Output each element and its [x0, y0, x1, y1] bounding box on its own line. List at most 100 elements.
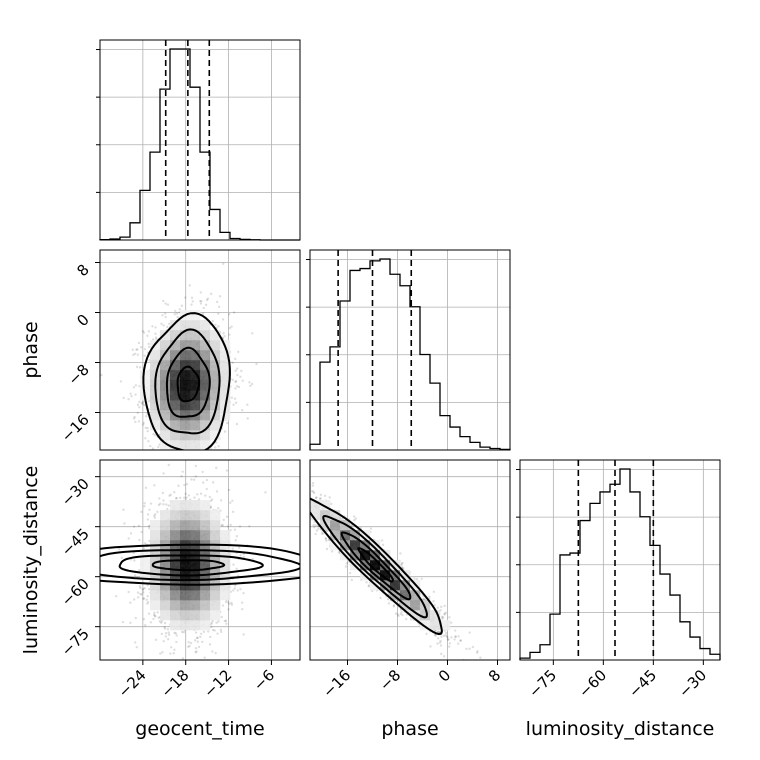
scatter-point [146, 427, 149, 430]
scatter-point [210, 498, 214, 501]
scatter-point [240, 601, 244, 604]
scatter-point [172, 652, 175, 655]
density-cell [180, 590, 191, 601]
scatter-point [194, 631, 198, 634]
density-cell [190, 590, 201, 601]
scatter-point [140, 593, 143, 596]
scatter-point [147, 330, 151, 333]
panel-frame [99, 39, 301, 241]
scatter-point [195, 455, 197, 457]
density-cell [170, 590, 181, 601]
density-cell [160, 340, 171, 351]
scatter-point [311, 484, 315, 487]
scatter-point [146, 334, 149, 337]
scatter-point [207, 630, 210, 633]
scatter-point [141, 423, 145, 426]
density-cell [170, 560, 181, 571]
scatter-point [396, 613, 399, 616]
scatter-point [139, 592, 142, 596]
scatter-point [190, 296, 194, 299]
scatter-point [147, 524, 151, 528]
scatter-point [176, 315, 179, 319]
scatter-point [457, 635, 460, 638]
scatter-point [147, 612, 151, 615]
scatter-point [223, 335, 226, 338]
scatter-point [171, 452, 173, 454]
histogram-luminosity_distance [519, 468, 721, 660]
scatter-point [442, 655, 446, 658]
scatter-point [143, 505, 146, 508]
scatter-point [167, 631, 171, 634]
density-cell [200, 320, 211, 331]
scatter-point [136, 353, 139, 356]
scatter-point [147, 342, 150, 346]
scatter-point [151, 447, 155, 450]
scatter-point [133, 641, 137, 644]
scatter-point [134, 384, 138, 387]
scatter-point [142, 421, 145, 425]
scatter-point [387, 602, 391, 605]
density-cell [170, 380, 181, 391]
scatter-point [211, 628, 215, 632]
scatter-point [135, 365, 139, 369]
scatter-point [217, 305, 221, 309]
scatter-point [217, 507, 220, 510]
density-cell [170, 440, 181, 450]
scatter-point [163, 312, 167, 315]
scatter-point [436, 630, 440, 634]
scatter-point [145, 598, 148, 601]
scatter-point [185, 482, 189, 486]
scatter-point [127, 537, 130, 540]
density-cell [160, 530, 171, 541]
scatter-point [209, 292, 213, 296]
scatter-point [167, 463, 170, 467]
scatter-point [175, 496, 178, 500]
density-cells [140, 500, 231, 631]
density-cell [190, 560, 201, 571]
scatter-point [234, 401, 238, 404]
scatter-point [222, 518, 225, 522]
scatter-point [221, 523, 224, 527]
scatter-point [205, 487, 208, 491]
density-cell [200, 440, 211, 450]
scatter-point [230, 601, 233, 605]
scatter-point [162, 503, 165, 506]
scatter-point [133, 352, 137, 356]
scatter-point [230, 325, 233, 328]
scatter-point [169, 493, 172, 496]
density-cell [200, 370, 211, 381]
scatter-point [317, 527, 320, 530]
scatter-point [354, 517, 358, 520]
density-cell [180, 510, 191, 521]
scatter-point [140, 346, 143, 349]
scatter-point [158, 497, 161, 500]
scatter-point [132, 353, 135, 357]
density-cell [170, 360, 181, 371]
scatter-point [402, 567, 405, 570]
scatter-point [235, 567, 238, 570]
scatter-point [231, 547, 234, 550]
density-cell [180, 610, 191, 621]
scatter-point [255, 362, 258, 366]
contour-level-0 [151, 559, 226, 572]
scatter-point [239, 587, 242, 591]
scatter-point [166, 507, 169, 511]
scatter-point [142, 618, 146, 621]
scatter-point [140, 530, 143, 534]
scatter-point [325, 547, 329, 551]
scatter-point [367, 585, 370, 588]
density-cell [170, 600, 181, 611]
scatter-point [192, 478, 196, 481]
scatter-point [221, 318, 225, 321]
scatter-point [190, 303, 193, 306]
scatter-point [429, 645, 432, 648]
density-panel-phase-luminosity_distance [309, 459, 511, 661]
scatter-point [162, 324, 165, 327]
scatter-point [180, 475, 183, 478]
density-cell [170, 330, 181, 341]
scatter-point [154, 615, 157, 618]
scatter-point [205, 478, 209, 482]
density-cell [200, 590, 211, 601]
scatter-point [210, 621, 214, 624]
contour-level-3 [142, 312, 231, 450]
